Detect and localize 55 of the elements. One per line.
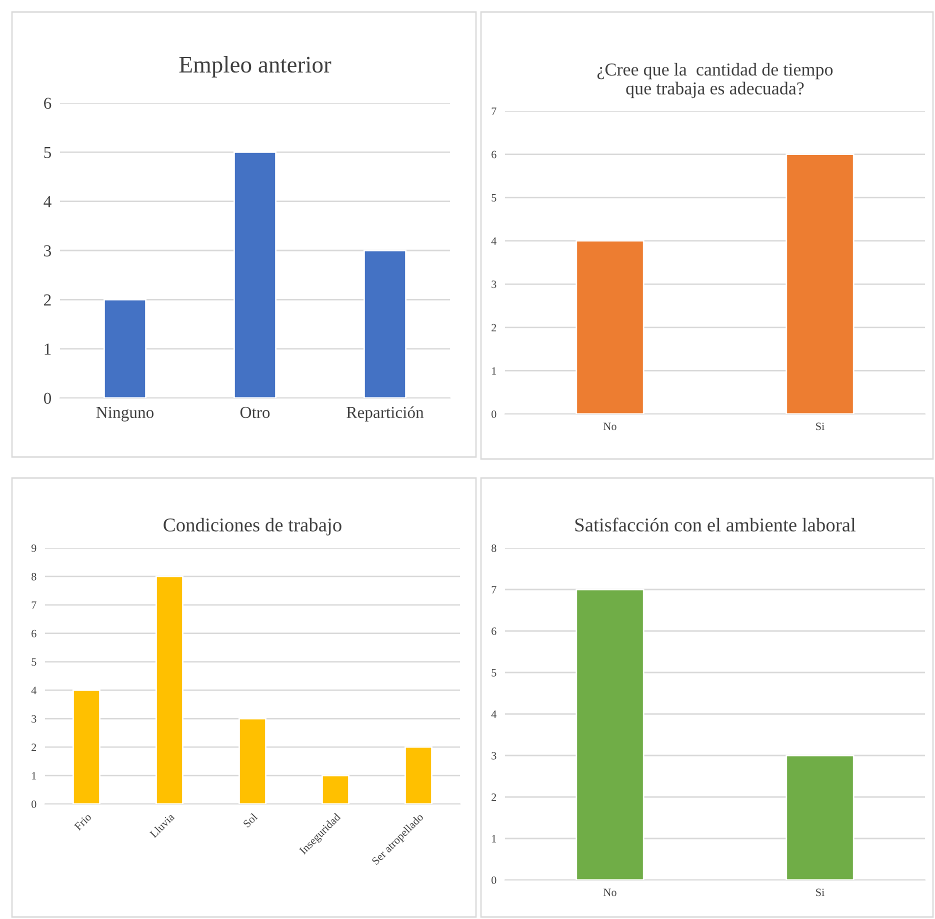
chart-title: ¿Cree que la cantidad de tiempo que trabaja es adecuada? — [597, 62, 833, 98]
y-tick-label: 7 — [32, 601, 36, 609]
y-tick-label: 7 — [492, 586, 496, 594]
y-tick-label: 6 — [44, 98, 52, 109]
y-tick-label: 1 — [492, 835, 496, 842]
y-tick-label: 0 — [492, 410, 496, 418]
y-tick-label: 0 — [44, 392, 52, 404]
y-tick-label: 5 — [32, 658, 36, 666]
bar — [72, 690, 100, 804]
y-tick-label: 2 — [44, 294, 51, 306]
y-tick-label: 4 — [491, 237, 496, 245]
y-tick-label: 8 — [32, 572, 36, 580]
bar — [234, 151, 276, 398]
y-tick-label: 0 — [32, 800, 36, 808]
x-tick-label: No — [604, 888, 616, 896]
chart-title: Satisfacción con el ambiente laboral — [575, 518, 856, 532]
bar — [156, 576, 184, 804]
y-tick-label: 5 — [492, 669, 496, 676]
x-tick-label: Si — [816, 422, 824, 430]
bar — [404, 746, 432, 804]
y-tick-label: 2 — [32, 744, 36, 751]
y-tick-label: 6 — [32, 630, 36, 638]
y-tick-label: 1 — [32, 772, 36, 780]
y-tick-label: 3 — [492, 280, 496, 288]
y-tick-label: 6 — [492, 150, 496, 158]
y-tick-label: 0 — [492, 876, 496, 884]
y-tick-label: 7 — [492, 108, 496, 115]
y-tick-label: 9 — [31, 544, 36, 552]
bar — [364, 250, 406, 398]
y-tick-label: 4 — [31, 686, 36, 694]
x-tick-label: Si — [816, 888, 824, 896]
y-tick-label: 2 — [492, 324, 496, 332]
y-tick-label: 5 — [44, 147, 52, 158]
y-tick-label: 2 — [492, 793, 496, 801]
x-tick-label: Repartición — [346, 406, 424, 422]
x-tick-label: Ninguno — [96, 406, 154, 422]
y-tick-label: 3 — [44, 245, 52, 256]
chart-title: Empleo anterior — [179, 56, 332, 78]
x-tick-label: Sol — [242, 812, 258, 828]
y-tick-label: 6 — [492, 627, 496, 635]
y-tick-label: 3 — [492, 752, 496, 760]
x-tick-label: Otro — [240, 406, 270, 418]
x-tick-label: No — [604, 422, 616, 430]
y-tick-label: 4 — [44, 196, 52, 208]
bar — [322, 774, 350, 804]
y-tick-label: 4 — [491, 710, 496, 718]
bar — [238, 718, 266, 804]
y-tick-label: 8 — [492, 544, 496, 552]
y-tick-label: 5 — [492, 194, 496, 202]
y-tick-label: 1 — [44, 344, 51, 355]
y-tick-label: 1 — [492, 367, 496, 375]
chart-title: Condiciones de trabajo — [164, 518, 342, 536]
bar — [104, 298, 146, 398]
y-tick-label: 3 — [32, 715, 36, 723]
x-tick-label: Frio — [74, 812, 92, 831]
